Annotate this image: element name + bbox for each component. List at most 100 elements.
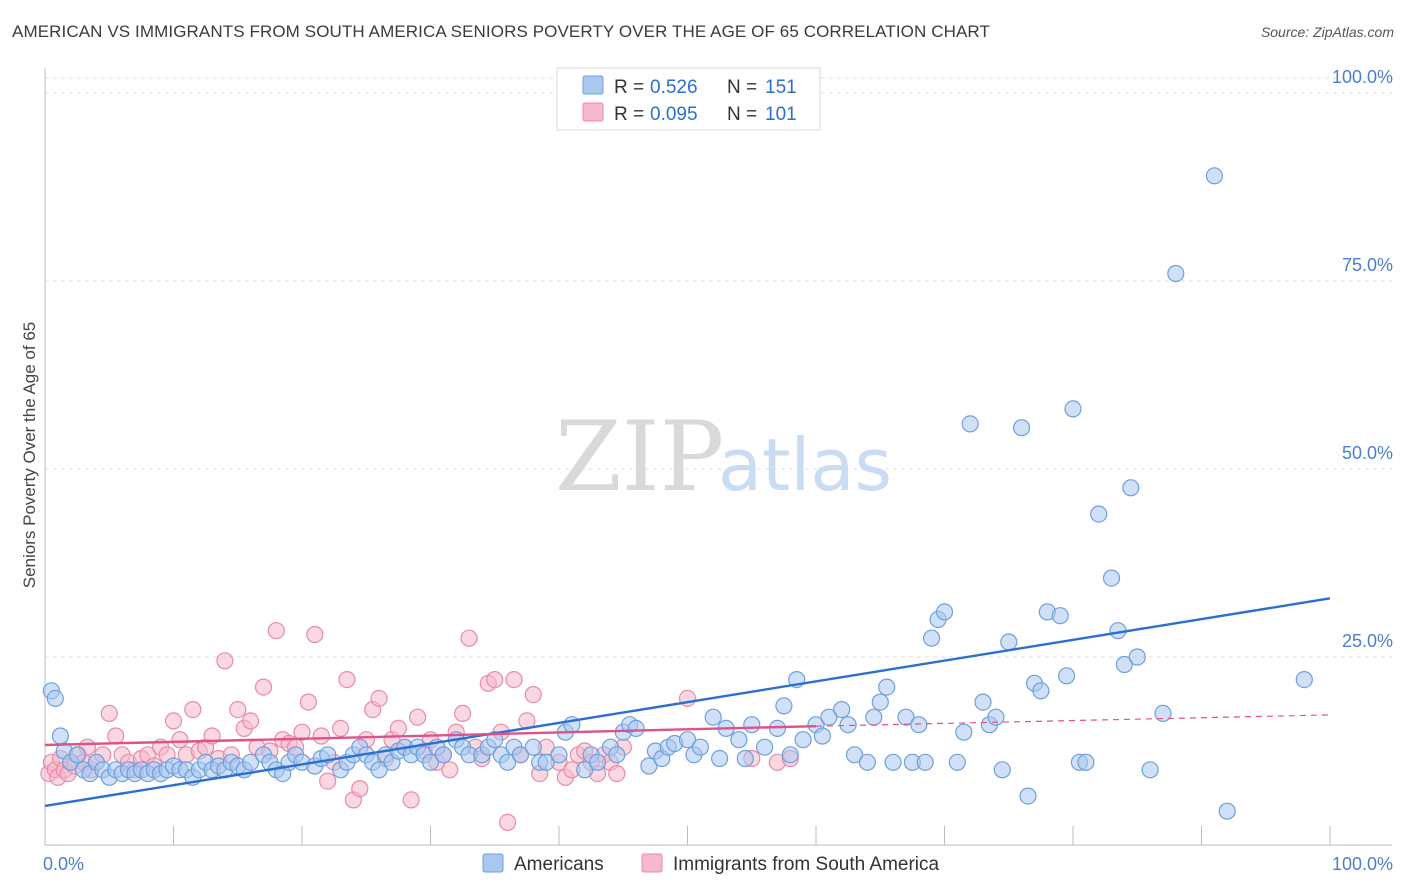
americans-point [1122, 479, 1140, 497]
immigrants-point [229, 700, 247, 719]
americans-point [1167, 264, 1185, 283]
immigrants-point [171, 731, 189, 749]
legend-r-value: 0.526 [650, 77, 698, 98]
y-tick-labels: 25.0% 50.0% 75.0% 100.0% [1332, 67, 1393, 651]
americans-point [1032, 682, 1050, 700]
legend-n-value: 101 [765, 104, 797, 125]
americans-point [434, 746, 452, 764]
americans-point [678, 731, 697, 749]
americans-point [1295, 670, 1313, 689]
watermark-zip: ZIP [555, 401, 724, 513]
americans-point [775, 697, 793, 715]
legend-n-label: N = [727, 104, 757, 125]
americans-point [736, 749, 754, 768]
americans-point [897, 708, 915, 726]
immigrants-point [441, 761, 459, 779]
americans-point [242, 753, 260, 771]
immigrants-point [312, 727, 330, 745]
americans-point [550, 746, 568, 764]
americans-point [813, 727, 832, 745]
americans-point [820, 708, 838, 726]
americans-point [537, 753, 555, 771]
americans-point [421, 753, 440, 771]
immigrants-point [293, 723, 311, 741]
americans-point [743, 716, 761, 734]
americans-point [1077, 753, 1095, 771]
americans-point [1218, 802, 1236, 820]
americans-point [884, 753, 902, 771]
americans-point [1102, 569, 1121, 587]
americans-point [910, 716, 928, 734]
immigrants-point [370, 689, 388, 708]
legend-swatch-americans [482, 853, 504, 873]
americans-point [576, 761, 594, 779]
americans-point [948, 753, 966, 771]
americans-point [608, 746, 626, 764]
x-tick-label: 100.0% [1332, 854, 1393, 874]
americans-point [935, 603, 954, 621]
watermark: ZIP atlas [555, 401, 892, 513]
legend-swatch-americans [582, 75, 604, 95]
legend-r-label: R = [614, 104, 644, 125]
americans-point [833, 700, 851, 719]
americans-point [839, 716, 857, 734]
x-tick-labels: 0.0% 100.0% [43, 854, 1393, 874]
legend-swatch-immigrants [582, 102, 604, 122]
americans-point [858, 753, 877, 771]
immigrants-point [505, 670, 523, 689]
americans-point [1064, 400, 1082, 418]
americans-point [1057, 667, 1076, 685]
americans-point [704, 708, 722, 726]
immigrants-point [486, 670, 504, 689]
americans-point [1012, 419, 1031, 437]
immigrants-point [319, 772, 337, 790]
legend-n-label: N = [727, 77, 757, 98]
americans-point [922, 629, 941, 647]
americans-point [845, 746, 864, 764]
y-tick-label: 25.0% [1342, 631, 1393, 651]
americans-point [68, 746, 86, 764]
chart-title: AMERICAN VS IMMIGRANTS FROM SOUTH AMERIC… [12, 22, 990, 41]
grid [45, 77, 1392, 658]
immigrants-point [184, 700, 202, 719]
americans-point [794, 731, 812, 749]
legend-swatch-immigrants [641, 853, 663, 873]
legend-r-value: 0.095 [650, 104, 698, 125]
immigrants-point [524, 685, 542, 704]
americans-point [1051, 607, 1069, 625]
watermark-atlas: atlas [718, 423, 892, 507]
americans-point [1115, 655, 1134, 674]
legend-n-value: 151 [765, 77, 797, 98]
immigrants-point [299, 693, 317, 711]
americans-point [640, 757, 658, 775]
immigrants-point [164, 712, 183, 730]
immigrants-point [499, 813, 517, 832]
immigrants-point [351, 779, 369, 798]
americans-points [42, 167, 1313, 820]
immigrants-point [402, 791, 420, 809]
americans-point [1090, 505, 1108, 523]
americans-point [46, 689, 64, 708]
americans-point [1128, 648, 1146, 666]
source-label: Source: ZipAtlas.com [1260, 24, 1394, 40]
immigrants-point [608, 764, 626, 783]
americans-point [865, 708, 883, 726]
americans-point [878, 678, 896, 696]
immigrants-point [454, 704, 472, 723]
americans-point [1141, 761, 1159, 779]
immigrants-point [216, 652, 234, 670]
americans-point [691, 738, 710, 756]
americans-trend-line [44, 597, 1331, 808]
americans-point [755, 738, 774, 756]
immigrants-trend-line [44, 724, 817, 747]
americans-point [486, 731, 504, 749]
legend: Americans Immigrants from South America [482, 853, 940, 875]
legend-r-label: R = [614, 77, 644, 98]
americans-point [1019, 787, 1037, 805]
immigrants-point [306, 625, 324, 644]
immigrants-point [100, 704, 118, 723]
immigrants-point [242, 712, 260, 730]
americans-point [588, 753, 607, 771]
y-tick-label: 100.0% [1332, 67, 1393, 87]
x-tick-label: 0.0% [43, 854, 84, 874]
